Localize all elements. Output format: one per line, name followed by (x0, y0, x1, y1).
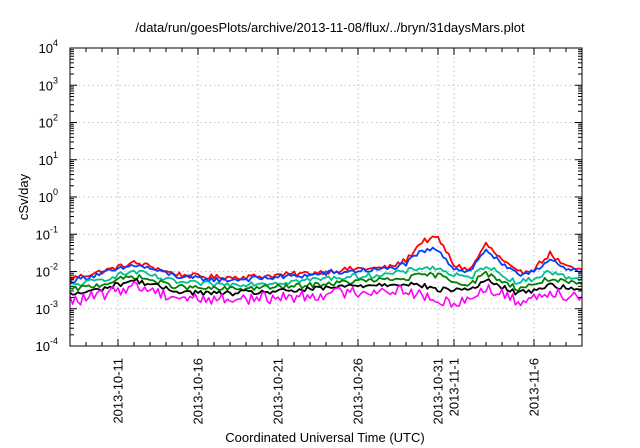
y-tick-label: 103 (39, 75, 58, 93)
y-tick-label: 100 (39, 187, 58, 205)
x-tick-label: 2013-11-1 (447, 358, 462, 416)
grid-lines (70, 48, 582, 346)
y-tick-label: 10-2 (36, 262, 58, 280)
x-tick-label: 2013-10-21 (271, 358, 286, 425)
x-tick-label: 2013-11-6 (527, 358, 542, 416)
series-line-3 (69, 265, 583, 288)
x-tick-label: 2013-10-11 (111, 358, 126, 424)
y-tick-label: 10-4 (36, 336, 58, 354)
y-tick-label: 10-3 (36, 299, 58, 317)
y-tick-label: 104 (39, 38, 58, 56)
y-axis-ticks: 10-4 10-3 10-2 10-1 100 101 102 103 104 (36, 38, 582, 354)
series-lines (69, 235, 583, 308)
series-line-5 (69, 278, 582, 297)
chart-title: /data/run/goesPlots/archive/2013-11-08/f… (135, 20, 525, 35)
x-axis-label: Coordinated Universal Time (UTC) (225, 430, 424, 445)
y-tick-label: 102 (39, 113, 58, 131)
y-axis-label: cSv/day (16, 173, 31, 220)
x-tick-label: 2013-10-31 (431, 358, 446, 425)
x-axis-ticks: 2013-10-11 2013-10-16 2013-10-21 2013-10-26… (85, 48, 567, 425)
y-tick-label: 10-1 (36, 224, 58, 242)
series-line-2 (69, 246, 583, 284)
series-line-4 (69, 270, 583, 292)
y-tick-label: 101 (39, 150, 58, 168)
x-tick-label: 2013-10-16 (191, 358, 206, 425)
series-line-6 (69, 280, 583, 308)
x-tick-label: 2013-10-26 (351, 358, 366, 425)
